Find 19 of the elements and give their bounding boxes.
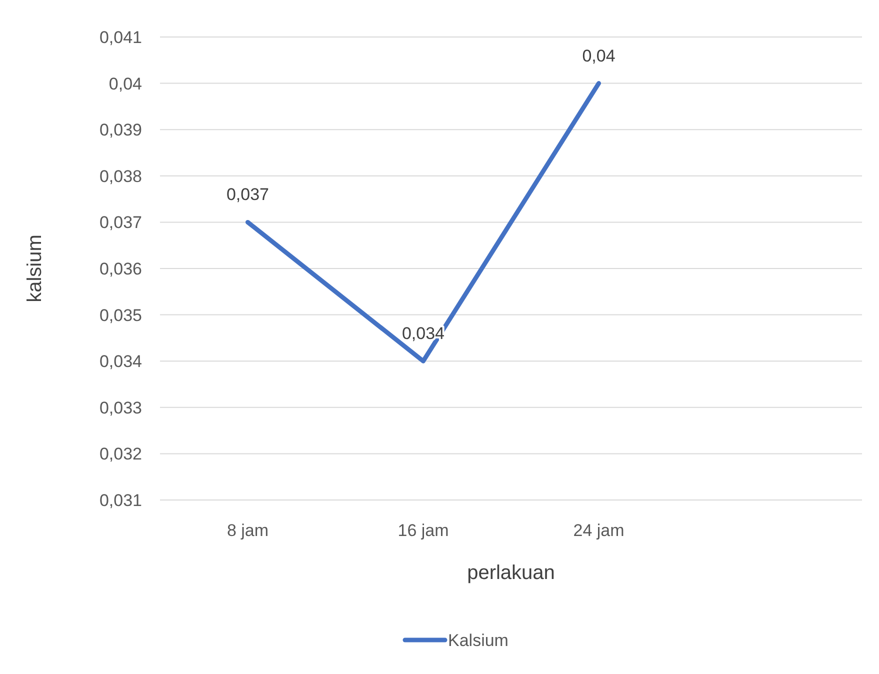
y-tick-label: 0,032: [99, 444, 142, 464]
x-tick-label: 8 jam: [226, 521, 269, 540]
x-tick-label: 16 jam: [398, 521, 449, 540]
y-tick-label: 0,036: [99, 259, 142, 278]
legend-label: Kalsium: [448, 630, 508, 650]
y-tick-label: 0,035: [99, 306, 142, 325]
y-axis-title: kalsium: [24, 234, 46, 302]
y-tick-label: 0,04: [108, 74, 142, 94]
y-tick-label: 0,037: [99, 213, 142, 232]
y-tick-label: 0,034: [99, 352, 142, 372]
y-tick-label: 0,041: [99, 28, 142, 47]
data-label: 0,04: [582, 46, 616, 66]
y-tick-label: 0,033: [99, 398, 142, 418]
data-label: 0,037: [226, 185, 270, 204]
x-axis-title: perlakuan: [467, 562, 555, 584]
y-tick-label: 0,039: [99, 120, 142, 140]
y-tick-label: 0,038: [99, 166, 142, 186]
x-tick-label: 24 jam: [573, 521, 624, 540]
y-tick-label: 0,031: [99, 490, 142, 510]
